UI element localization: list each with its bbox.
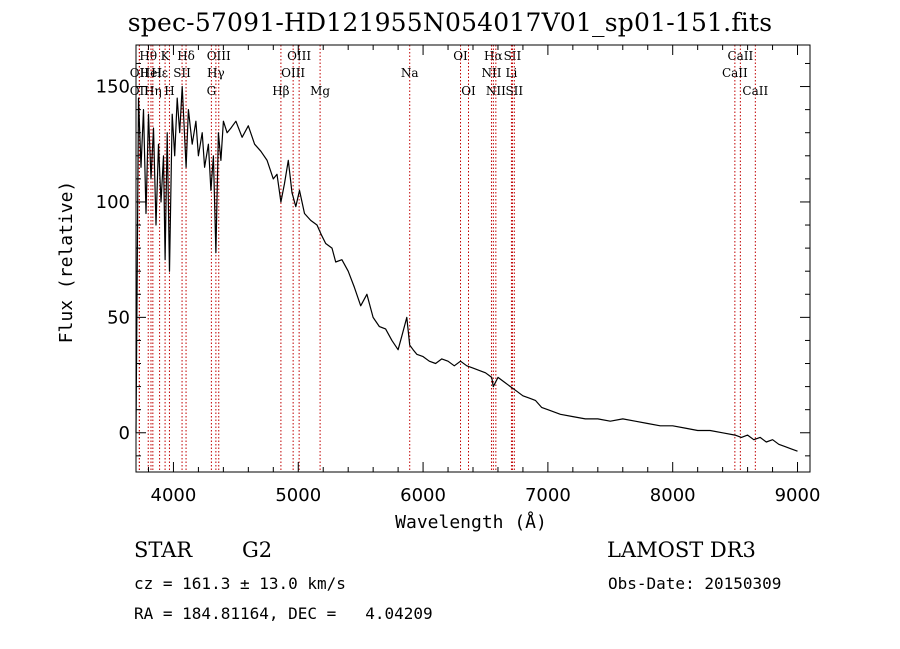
y-tick-label: 150 [96, 77, 130, 98]
y-tick-label: 100 [96, 192, 130, 213]
line-marker-label: OIII [287, 49, 311, 63]
line-marker-label: OI [453, 49, 468, 63]
object-type: STAR [134, 538, 193, 562]
x-tick-label: 7000 [525, 485, 571, 506]
plot-frame [135, 44, 811, 473]
y-axis-ticks: 0 50 100 150 [96, 62, 810, 457]
line-marker-label: Hδ [177, 49, 195, 63]
line-marker-label: OIII [281, 66, 305, 80]
line-marker-label: Hα [484, 49, 503, 63]
line-marker-label: Hθ [139, 49, 157, 63]
line-marker-label: OII [130, 84, 150, 98]
coordinates: RA = 184.81164, DEC = 4.04209 [134, 604, 433, 623]
line-marker-label: HeI [140, 66, 163, 80]
line-marker-label: SII [173, 66, 191, 80]
line-marker-label: H [164, 84, 174, 98]
line-marker-label: CaII [742, 84, 768, 98]
line-marker-label: K [161, 49, 171, 63]
survey-name: LAMOST DR3 [607, 538, 756, 562]
line-marker-label: NII [481, 66, 501, 80]
line-marker-label: NII [486, 84, 506, 98]
spectrum-line [135, 85, 798, 452]
line-marker-label: CaII [727, 49, 753, 63]
x-axis-ticks: 4000 5000 6000 7000 8000 9000 [147, 45, 821, 506]
y-axis-label: Flux (relative) [56, 181, 77, 344]
line-marker-label: SII [504, 49, 522, 63]
line-marker-label: Li [506, 66, 518, 80]
x-tick-label: 5000 [275, 485, 321, 506]
x-tick-label: 4000 [151, 485, 197, 506]
line-marker-label: G [207, 84, 217, 98]
line-marker-label: Na [401, 66, 419, 80]
y-tick-label: 0 [119, 423, 130, 444]
line-marker-label: Hγ [207, 66, 225, 80]
line-marker-label: Mg [310, 84, 330, 98]
line-marker-label: OIII [207, 49, 231, 63]
line-marker-label: OI [461, 84, 476, 98]
x-tick-label: 9000 [775, 485, 821, 506]
line-marker-label: CaII [722, 66, 748, 80]
x-tick-label: 6000 [400, 485, 446, 506]
line-marker-label: Hη [144, 84, 162, 98]
spectral-subclass: G2 [242, 538, 273, 562]
chart-title: spec-57091-HD121955N054017V01_sp01-151.f… [127, 8, 773, 37]
redshift-value: cz = 161.3 ± 13.0 km/s [134, 574, 346, 593]
observation-date: Obs-Date: 20150309 [608, 574, 782, 593]
x-axis-label: Wavelength (Å) [395, 511, 547, 533]
line-marker-label: Hε [151, 66, 168, 80]
x-tick-label: 8000 [650, 485, 696, 506]
line-marker-label: Hβ [272, 84, 289, 98]
spectrum-series [135, 85, 798, 452]
line-marker-label: SII [505, 84, 523, 98]
y-tick-label: 50 [107, 307, 130, 328]
